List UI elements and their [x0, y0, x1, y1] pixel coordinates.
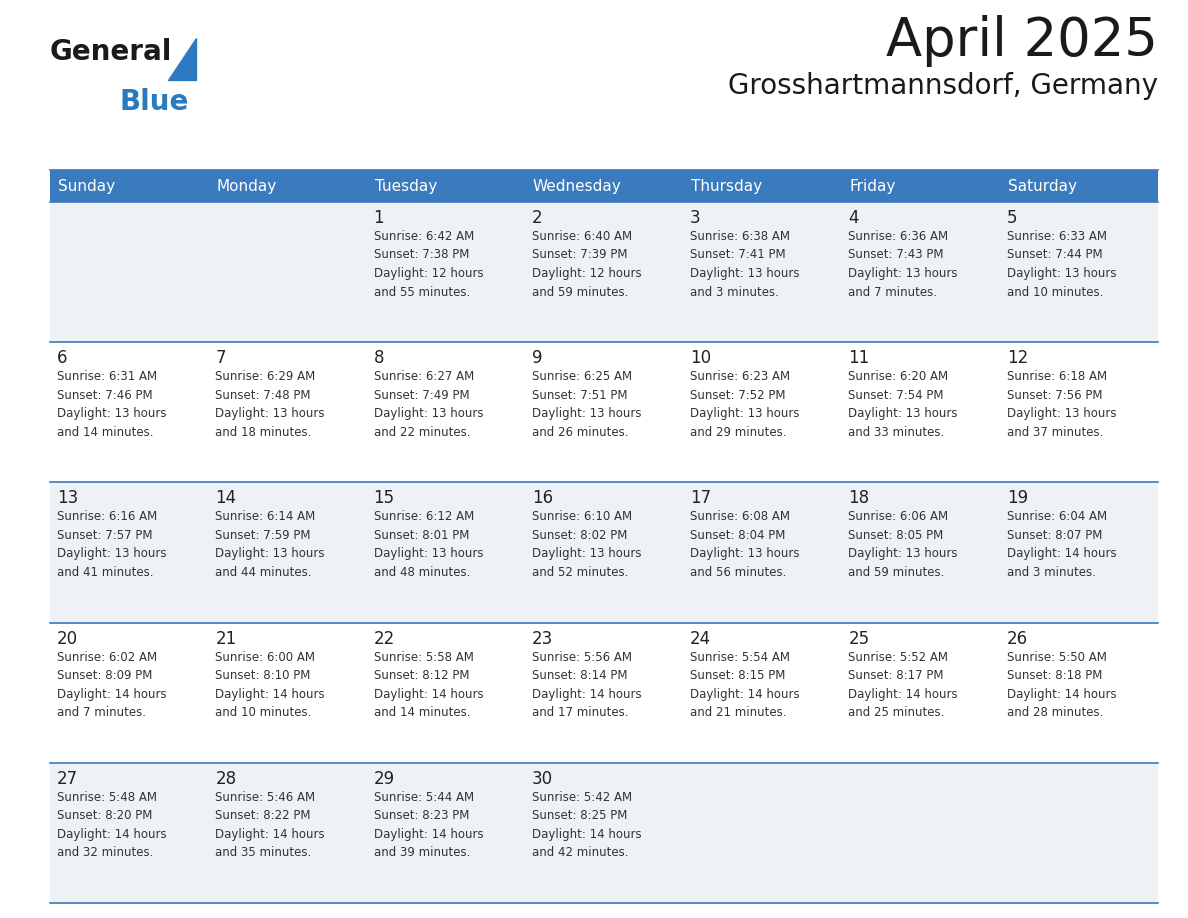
Text: 24: 24 — [690, 630, 712, 647]
Text: Saturday: Saturday — [1007, 178, 1076, 194]
Text: 14: 14 — [215, 489, 236, 508]
Text: 26: 26 — [1006, 630, 1028, 647]
Bar — [50, 342, 1158, 482]
Text: April 2025: April 2025 — [886, 15, 1158, 67]
Text: 6: 6 — [57, 349, 68, 367]
Text: 16: 16 — [532, 489, 552, 508]
Text: Sunrise: 6:25 AM
Sunset: 7:51 PM
Daylight: 13 hours
and 26 minutes.: Sunrise: 6:25 AM Sunset: 7:51 PM Dayligh… — [532, 370, 642, 439]
Text: 25: 25 — [848, 630, 870, 647]
Text: 11: 11 — [848, 349, 870, 367]
Text: Sunrise: 5:42 AM
Sunset: 8:25 PM
Daylight: 14 hours
and 42 minutes.: Sunrise: 5:42 AM Sunset: 8:25 PM Dayligh… — [532, 790, 642, 859]
Text: 15: 15 — [373, 489, 394, 508]
Text: Sunrise: 6:31 AM
Sunset: 7:46 PM
Daylight: 13 hours
and 14 minutes.: Sunrise: 6:31 AM Sunset: 7:46 PM Dayligh… — [57, 370, 166, 439]
Text: 19: 19 — [1006, 489, 1028, 508]
Polygon shape — [168, 38, 196, 80]
Text: 17: 17 — [690, 489, 712, 508]
Text: Grosshartmannsdorf, Germany: Grosshartmannsdorf, Germany — [728, 72, 1158, 100]
Text: Sunrise: 6:33 AM
Sunset: 7:44 PM
Daylight: 13 hours
and 10 minutes.: Sunrise: 6:33 AM Sunset: 7:44 PM Dayligh… — [1006, 230, 1117, 298]
Text: 28: 28 — [215, 770, 236, 788]
Text: 8: 8 — [373, 349, 384, 367]
Text: Sunday: Sunday — [58, 178, 115, 194]
Text: Monday: Monday — [216, 178, 277, 194]
Text: 4: 4 — [848, 209, 859, 227]
Text: Sunrise: 6:14 AM
Sunset: 7:59 PM
Daylight: 13 hours
and 44 minutes.: Sunrise: 6:14 AM Sunset: 7:59 PM Dayligh… — [215, 510, 324, 579]
Text: Sunrise: 5:56 AM
Sunset: 8:14 PM
Daylight: 14 hours
and 17 minutes.: Sunrise: 5:56 AM Sunset: 8:14 PM Dayligh… — [532, 651, 642, 719]
Text: Sunrise: 6:38 AM
Sunset: 7:41 PM
Daylight: 13 hours
and 3 minutes.: Sunrise: 6:38 AM Sunset: 7:41 PM Dayligh… — [690, 230, 800, 298]
Text: 23: 23 — [532, 630, 554, 647]
Text: Sunrise: 6:04 AM
Sunset: 8:07 PM
Daylight: 14 hours
and 3 minutes.: Sunrise: 6:04 AM Sunset: 8:07 PM Dayligh… — [1006, 510, 1117, 579]
Text: 12: 12 — [1006, 349, 1028, 367]
Text: 1: 1 — [373, 209, 384, 227]
Text: Sunrise: 6:02 AM
Sunset: 8:09 PM
Daylight: 14 hours
and 7 minutes.: Sunrise: 6:02 AM Sunset: 8:09 PM Dayligh… — [57, 651, 166, 719]
Text: Sunrise: 6:06 AM
Sunset: 8:05 PM
Daylight: 13 hours
and 59 minutes.: Sunrise: 6:06 AM Sunset: 8:05 PM Dayligh… — [848, 510, 958, 579]
Text: Sunrise: 6:10 AM
Sunset: 8:02 PM
Daylight: 13 hours
and 52 minutes.: Sunrise: 6:10 AM Sunset: 8:02 PM Dayligh… — [532, 510, 642, 579]
Text: Sunrise: 5:52 AM
Sunset: 8:17 PM
Daylight: 14 hours
and 25 minutes.: Sunrise: 5:52 AM Sunset: 8:17 PM Dayligh… — [848, 651, 958, 719]
Text: 22: 22 — [373, 630, 394, 647]
Text: 18: 18 — [848, 489, 870, 508]
Text: Wednesday: Wednesday — [533, 178, 621, 194]
Text: Sunrise: 6:27 AM
Sunset: 7:49 PM
Daylight: 13 hours
and 22 minutes.: Sunrise: 6:27 AM Sunset: 7:49 PM Dayligh… — [373, 370, 484, 439]
Text: 20: 20 — [57, 630, 78, 647]
Text: 5: 5 — [1006, 209, 1017, 227]
Bar — [50, 482, 1158, 622]
Text: Sunrise: 5:46 AM
Sunset: 8:22 PM
Daylight: 14 hours
and 35 minutes.: Sunrise: 5:46 AM Sunset: 8:22 PM Dayligh… — [215, 790, 324, 859]
Text: Sunrise: 5:58 AM
Sunset: 8:12 PM
Daylight: 14 hours
and 14 minutes.: Sunrise: 5:58 AM Sunset: 8:12 PM Dayligh… — [373, 651, 484, 719]
Text: 13: 13 — [57, 489, 78, 508]
Text: 29: 29 — [373, 770, 394, 788]
Text: 21: 21 — [215, 630, 236, 647]
Text: Sunrise: 5:50 AM
Sunset: 8:18 PM
Daylight: 14 hours
and 28 minutes.: Sunrise: 5:50 AM Sunset: 8:18 PM Dayligh… — [1006, 651, 1117, 719]
Bar — [50, 622, 1158, 763]
Text: 9: 9 — [532, 349, 543, 367]
Bar — [50, 763, 1158, 903]
Bar — [50, 170, 1158, 202]
Text: General: General — [50, 38, 172, 66]
Text: 27: 27 — [57, 770, 78, 788]
Text: 7: 7 — [215, 349, 226, 367]
Text: Sunrise: 6:16 AM
Sunset: 7:57 PM
Daylight: 13 hours
and 41 minutes.: Sunrise: 6:16 AM Sunset: 7:57 PM Dayligh… — [57, 510, 166, 579]
Text: Sunrise: 6:42 AM
Sunset: 7:38 PM
Daylight: 12 hours
and 55 minutes.: Sunrise: 6:42 AM Sunset: 7:38 PM Dayligh… — [373, 230, 484, 298]
Text: 3: 3 — [690, 209, 701, 227]
Text: Sunrise: 5:54 AM
Sunset: 8:15 PM
Daylight: 14 hours
and 21 minutes.: Sunrise: 5:54 AM Sunset: 8:15 PM Dayligh… — [690, 651, 800, 719]
Text: Sunrise: 6:08 AM
Sunset: 8:04 PM
Daylight: 13 hours
and 56 minutes.: Sunrise: 6:08 AM Sunset: 8:04 PM Dayligh… — [690, 510, 800, 579]
Text: Friday: Friday — [849, 178, 896, 194]
Text: Sunrise: 6:40 AM
Sunset: 7:39 PM
Daylight: 12 hours
and 59 minutes.: Sunrise: 6:40 AM Sunset: 7:39 PM Dayligh… — [532, 230, 642, 298]
Text: Sunrise: 6:00 AM
Sunset: 8:10 PM
Daylight: 14 hours
and 10 minutes.: Sunrise: 6:00 AM Sunset: 8:10 PM Dayligh… — [215, 651, 324, 719]
Text: Sunrise: 6:20 AM
Sunset: 7:54 PM
Daylight: 13 hours
and 33 minutes.: Sunrise: 6:20 AM Sunset: 7:54 PM Dayligh… — [848, 370, 958, 439]
Text: 30: 30 — [532, 770, 552, 788]
Text: Thursday: Thursday — [691, 178, 763, 194]
Text: Sunrise: 5:44 AM
Sunset: 8:23 PM
Daylight: 14 hours
and 39 minutes.: Sunrise: 5:44 AM Sunset: 8:23 PM Dayligh… — [373, 790, 484, 859]
Text: 10: 10 — [690, 349, 712, 367]
Text: 2: 2 — [532, 209, 543, 227]
Text: Sunrise: 5:48 AM
Sunset: 8:20 PM
Daylight: 14 hours
and 32 minutes.: Sunrise: 5:48 AM Sunset: 8:20 PM Dayligh… — [57, 790, 166, 859]
Text: Tuesday: Tuesday — [374, 178, 437, 194]
Text: Sunrise: 6:18 AM
Sunset: 7:56 PM
Daylight: 13 hours
and 37 minutes.: Sunrise: 6:18 AM Sunset: 7:56 PM Dayligh… — [1006, 370, 1117, 439]
Bar — [50, 202, 1158, 342]
Text: Sunrise: 6:29 AM
Sunset: 7:48 PM
Daylight: 13 hours
and 18 minutes.: Sunrise: 6:29 AM Sunset: 7:48 PM Dayligh… — [215, 370, 324, 439]
Text: Blue: Blue — [120, 88, 189, 116]
Text: Sunrise: 6:36 AM
Sunset: 7:43 PM
Daylight: 13 hours
and 7 minutes.: Sunrise: 6:36 AM Sunset: 7:43 PM Dayligh… — [848, 230, 958, 298]
Text: Sunrise: 6:12 AM
Sunset: 8:01 PM
Daylight: 13 hours
and 48 minutes.: Sunrise: 6:12 AM Sunset: 8:01 PM Dayligh… — [373, 510, 484, 579]
Text: Sunrise: 6:23 AM
Sunset: 7:52 PM
Daylight: 13 hours
and 29 minutes.: Sunrise: 6:23 AM Sunset: 7:52 PM Dayligh… — [690, 370, 800, 439]
